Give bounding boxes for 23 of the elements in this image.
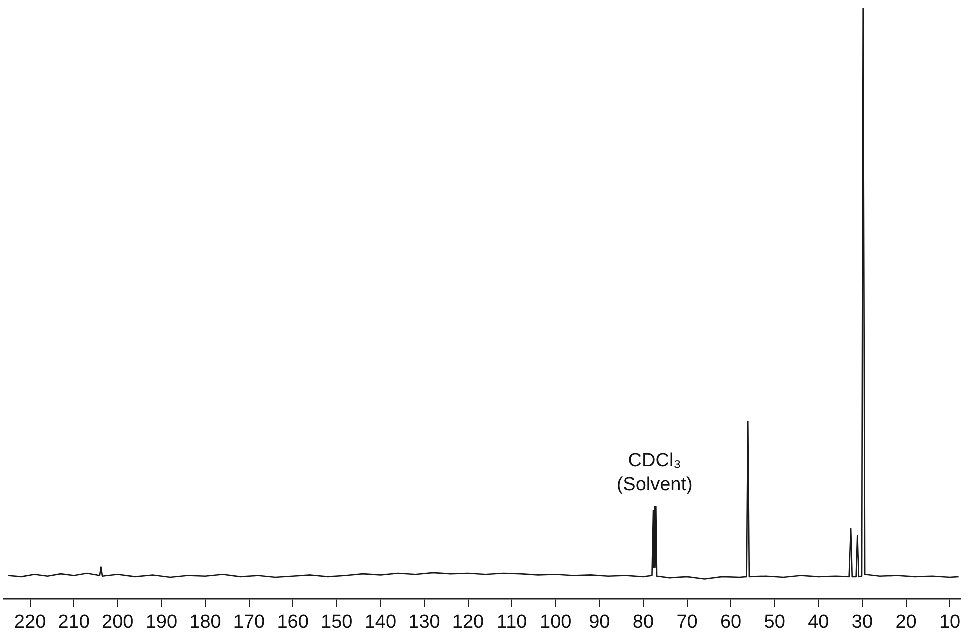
x-tick-label: 20 xyxy=(896,612,917,633)
x-tick-label: 130 xyxy=(408,612,440,633)
x-tick-label: 150 xyxy=(321,612,353,633)
x-tick-label: 80 xyxy=(632,612,654,633)
x-tick-label: 30 xyxy=(852,612,874,633)
x-tick-label: 90 xyxy=(589,612,610,633)
x-tick-label: 200 xyxy=(102,612,134,633)
x-tick-label: 170 xyxy=(233,612,266,633)
x-tick-label: 70 xyxy=(676,612,698,633)
x-tick-label: 210 xyxy=(58,612,90,633)
x-tick-label: 180 xyxy=(190,612,222,633)
x-tick-label: 100 xyxy=(540,612,572,633)
x-tick-label: 160 xyxy=(277,612,309,633)
x-tick-label: 190 xyxy=(146,612,178,633)
x-tick-label: 50 xyxy=(764,612,786,633)
x-tick-label: 40 xyxy=(808,612,830,633)
annotation: CDCl₃ (Solvent) xyxy=(616,450,693,496)
x-tick-label: 140 xyxy=(364,612,397,633)
x-tick-label: 220 xyxy=(14,612,46,633)
x-tick-label: 10 xyxy=(939,612,961,633)
x-tick-label: 110 xyxy=(496,612,528,633)
x-tick-label: 60 xyxy=(720,612,742,633)
x-tick-label: 120 xyxy=(452,612,484,633)
